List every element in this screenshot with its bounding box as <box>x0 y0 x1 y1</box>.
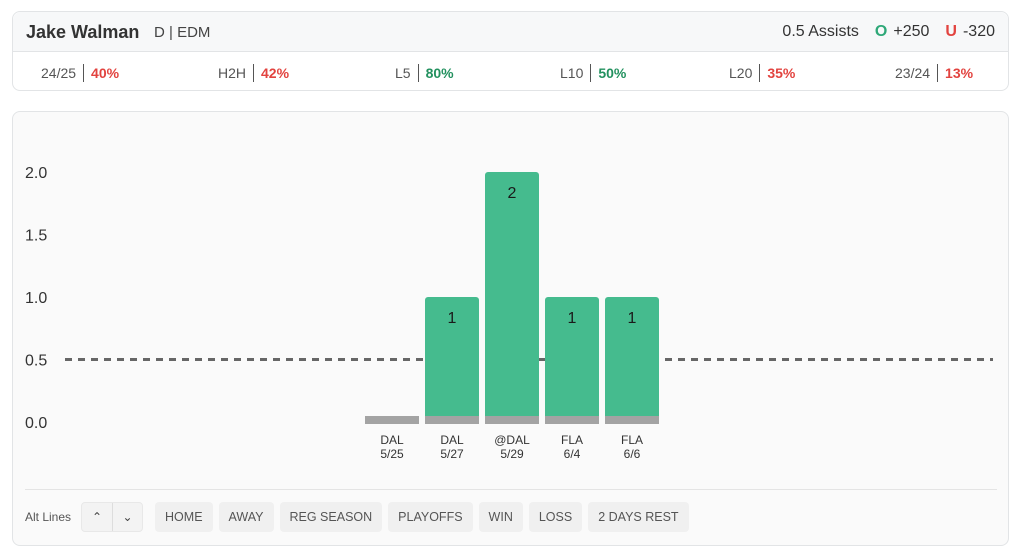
filter-chip-home[interactable]: HOME <box>155 502 213 532</box>
x-tick-opponent: DAL <box>440 433 464 447</box>
stat-label: L5 <box>395 65 411 81</box>
chart-card: 0.0 0.5 1.0 1.5 2.0 DAL 5/25 1 DAL 5/27 2 @DAL 5/29 1… <box>12 111 1009 546</box>
alt-lines-stepper: ⌃ ⌄ <box>81 502 144 532</box>
x-tick-opponent: FLA <box>621 433 643 447</box>
player-header-bar: Jake Walman D | EDM 0.5 Assists O +250 U… <box>13 12 1008 52</box>
y-tick-label: 0.5 <box>25 353 47 370</box>
filter-bar: Alt Lines ⌃ ⌄ HOME AWAY REG SEASON PLAYOFFS… <box>25 502 695 532</box>
bar-2 <box>485 172 539 422</box>
under-odds[interactable]: -320 <box>962 23 995 40</box>
bar-4 <box>605 297 659 422</box>
filters-divider <box>25 489 997 490</box>
stat-3[interactable]: L10 50% <box>560 64 626 82</box>
filter-chip-win[interactable]: WIN <box>478 502 523 532</box>
bar-baseline-3 <box>545 416 599 424</box>
alt-line-down-button[interactable]: ⌄ <box>112 503 142 531</box>
x-tick-date: 6/4 <box>564 447 581 461</box>
under-letter: U <box>945 23 957 40</box>
player-header-card: Jake Walman D | EDM 0.5 Assists O +250 U… <box>12 11 1009 91</box>
bar-value-label: 1 <box>448 310 457 327</box>
x-tick-date: 6/6 <box>624 447 641 461</box>
x-tick-opponent: DAL <box>380 433 404 447</box>
player-position-team: D | EDM <box>154 24 211 41</box>
filter-chip-playoffs[interactable]: PLAYOFFS <box>388 502 473 532</box>
filter-chip-away[interactable]: AWAY <box>218 502 274 532</box>
stat-value: 80% <box>425 65 454 81</box>
filter-chip-2-days-rest[interactable]: 2 DAYS REST <box>588 502 689 532</box>
stat-2[interactable]: L5 80% <box>395 64 454 82</box>
stat-divider <box>937 64 939 82</box>
stat-label: L10 <box>560 65 584 81</box>
stat-divider <box>253 64 255 82</box>
stat-label: H2H <box>218 65 247 81</box>
market-label: 0.5 Assists <box>782 23 859 40</box>
x-tick-date: 5/29 <box>500 447 524 461</box>
bar-baseline-0 <box>365 416 419 424</box>
bar-baseline-2 <box>485 416 539 424</box>
stat-divider <box>417 64 419 82</box>
stat-5[interactable]: 23/24 13% <box>895 64 973 82</box>
stat-value: 42% <box>261 65 290 81</box>
betting-line: 0.5 Assists O +250 U -320 <box>782 23 995 41</box>
y-tick-label: 2.0 <box>25 165 47 182</box>
stat-label: 24/25 <box>41 65 77 81</box>
y-tick-label: 0.0 <box>25 415 47 432</box>
x-tick-opponent: @DAL <box>494 433 530 447</box>
stat-4[interactable]: L20 35% <box>729 64 795 82</box>
bar-chart: 0.00.51.01.52.0DAL5/251DAL5/272@DAL5/291… <box>25 165 993 461</box>
stat-divider <box>590 64 592 82</box>
alt-lines-label: Alt Lines <box>25 510 72 524</box>
stat-1[interactable]: H2H 42% <box>218 64 289 82</box>
player-name: Jake Walman <box>26 22 140 42</box>
over-letter: O <box>874 23 888 40</box>
filter-chip-loss[interactable]: LOSS <box>528 502 583 532</box>
bar-value-label: 2 <box>508 185 517 202</box>
stat-divider <box>759 64 761 82</box>
bar-value-label: 1 <box>628 310 637 327</box>
bar-baseline-1 <box>425 416 479 424</box>
y-tick-label: 1.5 <box>25 228 47 245</box>
chevron-down-icon: ⌄ <box>122 510 133 524</box>
alt-line-up-button[interactable]: ⌃ <box>82 503 112 531</box>
stat-value: 50% <box>598 65 627 81</box>
stat-label: L20 <box>729 65 753 81</box>
x-tick-opponent: FLA <box>561 433 583 447</box>
filter-chip-reg-season[interactable]: REG SEASON <box>279 502 383 532</box>
x-tick-date: 5/27 <box>440 447 464 461</box>
bar-1 <box>425 297 479 422</box>
stat-divider <box>83 64 85 82</box>
over-odds[interactable]: +250 <box>893 23 930 40</box>
y-tick-label: 1.0 <box>25 290 47 307</box>
stat-value: 40% <box>91 65 120 81</box>
stat-0[interactable]: 24/25 40% <box>41 64 119 82</box>
stat-label: 23/24 <box>895 65 931 81</box>
bar-baseline-4 <box>605 416 659 424</box>
x-tick-date: 5/25 <box>380 447 404 461</box>
bar-value-label: 1 <box>568 310 577 327</box>
stat-value: 35% <box>767 65 796 81</box>
chevron-up-icon: ⌃ <box>92 510 103 524</box>
hit-rate-stats: 24/25 40% H2H 42% L5 80% L10 50% L20 35% 23/24 13% <box>13 52 1008 92</box>
stat-value: 13% <box>945 65 974 81</box>
bar-3 <box>545 297 599 422</box>
